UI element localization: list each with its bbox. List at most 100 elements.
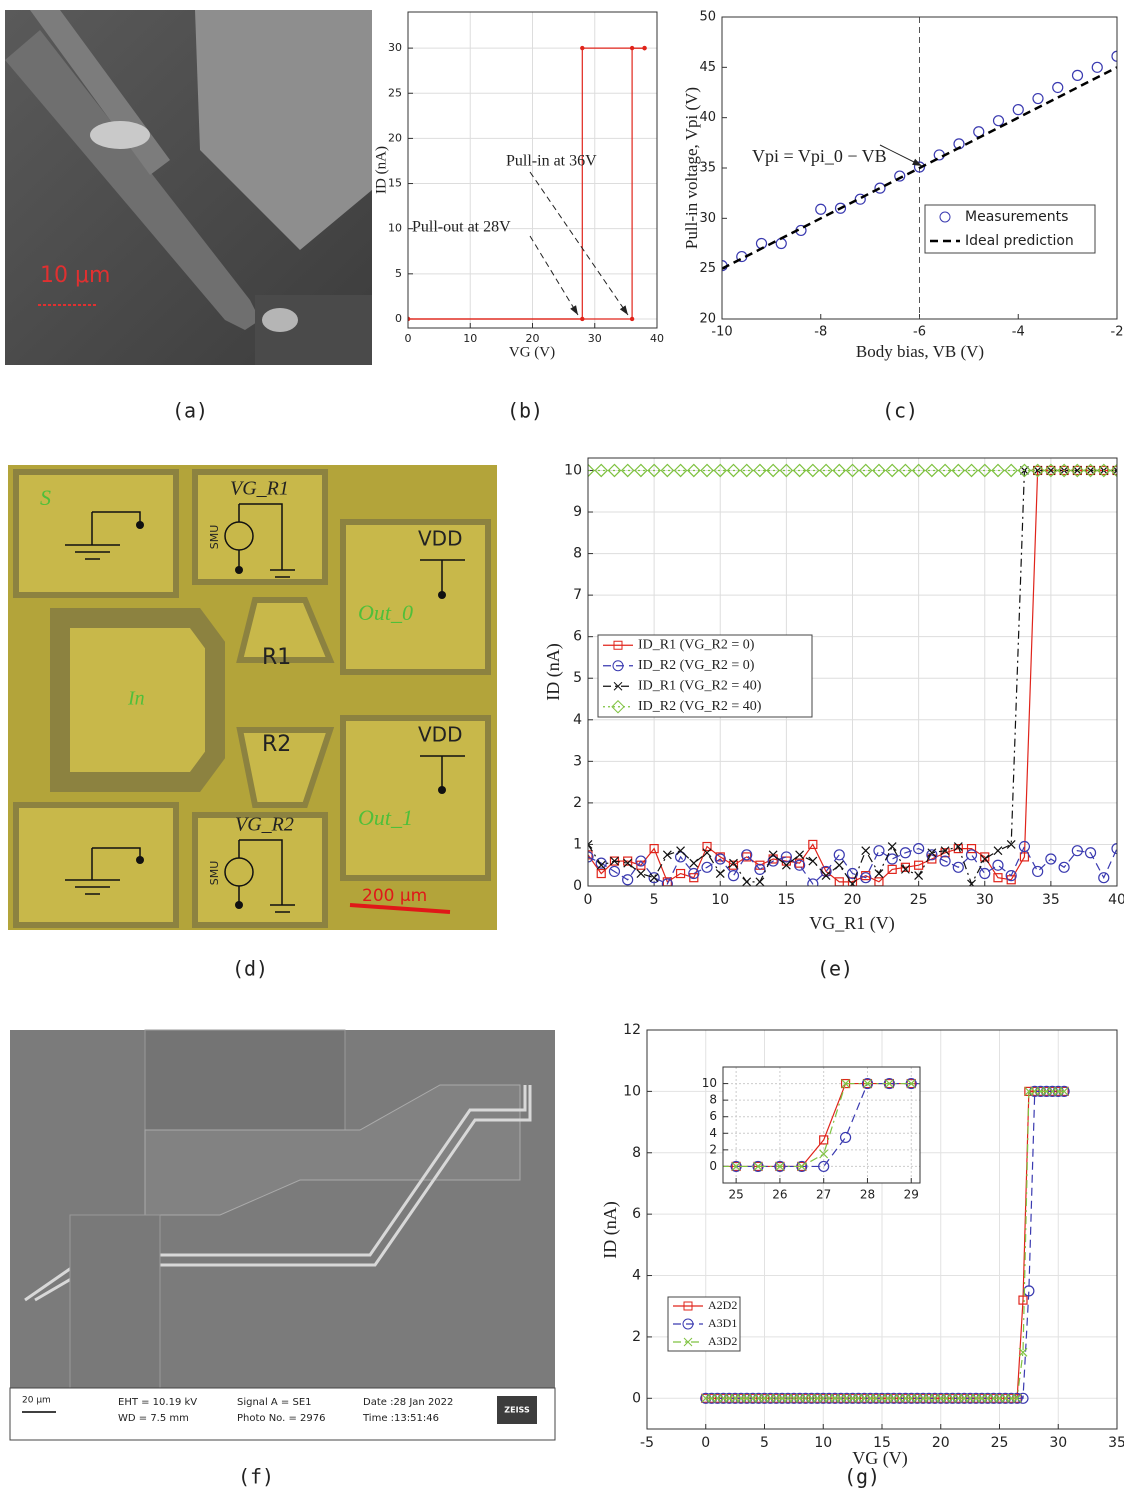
x-tick-label: 25 [728,1188,743,1202]
y-tick-label: 0 [573,878,582,894]
x-axis-label: VG (V) [509,344,555,360]
marker [643,47,646,50]
panel-label: (a) [172,399,208,423]
legend-label: ID_R2 (VG_R2 = 40) [638,699,762,714]
legend-label: A3D2 [708,1334,737,1348]
x-tick-label: 20 [844,892,862,908]
y-tick-label: 30 [699,211,716,226]
y-tick-label: 2 [632,1329,641,1345]
x-tick-label: 0 [701,1435,710,1451]
marker [601,1162,609,1170]
y-tick-label: 30 [388,41,402,54]
y-tick-label: 15 [388,177,402,190]
x-axis-label: Body bias, VB (V) [856,342,984,361]
y-tick-label: 8 [573,546,582,562]
annotation: Pull-out at 28V [412,219,511,236]
annotation: Pull-in at 36V [506,153,597,170]
x-tick-label: 25 [910,892,928,908]
y-axis-label: ID (nA) [543,643,564,700]
x-tick-label: 15 [777,892,795,908]
y-tick-label: 0 [632,1390,641,1406]
x-tick-label: -5 [640,1435,654,1451]
legend-label: Ideal prediction [965,233,1074,249]
y-tick-label: 6 [632,1206,641,1222]
label-vdd: VDD [418,527,462,551]
x-tick-label: 26 [772,1188,787,1202]
x-tick-label: -8 [814,325,827,340]
x-tick-label: 40 [650,332,664,345]
y-axis-label: Pull-in voltage, Vpi (V) [682,87,701,249]
label-smu: SMU [208,861,221,886]
y-tick-label: 5 [573,670,582,686]
signal: Signal A = SE1 [237,1397,312,1408]
marker [579,1162,587,1170]
marker [581,47,584,50]
x-tick-label: 10 [463,332,477,345]
x-tick-label: -6 [913,325,926,340]
x-tick-label: -2 [1111,325,1124,340]
x-tick-label: 30 [976,892,994,908]
marker [578,1161,588,1171]
photo-no: Photo No. = 2976 [237,1413,326,1424]
legend-label: A2D2 [708,1298,737,1312]
marker [581,317,584,320]
marker [623,1162,631,1170]
x-tick-label: 10 [814,1435,832,1451]
y-tick-label: 12 [623,1022,641,1038]
image-f: 20 μm EHT = 10.19 kV WD = 7.5 mm Signal … [10,1030,555,1440]
y-tick-label: 9 [573,504,582,520]
y-tick-label: 35 [699,161,716,176]
x-tick-label: 25 [991,1435,1009,1451]
y-tick-label: 2 [573,795,582,811]
x-tick-label: -4 [1012,325,1025,340]
x-tick-label: 0 [405,332,412,345]
annotation: Vpi = Vpi_0 − VB [752,146,887,166]
y-axis-label: ID (nA) [600,1201,621,1258]
x-tick-label: 20 [932,1435,950,1451]
x-tick-label: 30 [588,332,602,345]
x-tick-label: 10 [711,892,729,908]
label-out1: Out_1 [358,805,413,830]
y-tick-label: 4 [573,712,582,728]
label-smu: SMU [208,525,221,550]
label-in: In [127,688,145,710]
y-tick-label: 6 [573,629,582,645]
scale-bar: 200 μm [362,886,427,906]
marker [601,1162,609,1170]
date: Date :28 Jan 2022 [363,1397,453,1408]
legend-label: ID_R2 (VG_R2 = 0) [638,658,755,673]
y-tick-label: 10 [388,222,402,235]
marker [622,1161,632,1171]
marker [631,317,634,320]
time: Time :13:51:46 [362,1413,439,1424]
y-tick-label: 7 [573,587,582,603]
marker [557,1162,565,1170]
x-tick-label: 40 [1108,892,1124,908]
y-tick-label: 6 [709,1109,717,1123]
panel-label: (b) [507,399,543,423]
x-tick-label: 20 [526,332,540,345]
label-vg-r2: VG_R2 [235,814,294,836]
brand: ZEISS [504,1406,530,1415]
panel-label: (f) [238,1465,274,1489]
x-tick-label: 5 [760,1435,769,1451]
legend-label: Measurements [965,209,1068,225]
scale-bar: 20 μm [22,1396,51,1406]
y-tick-label: 0 [395,312,402,325]
x-tick-label: 0 [584,892,593,908]
marker [623,1162,631,1170]
x-tick-label: 30 [1049,1435,1067,1451]
y-tick-label: 10 [702,1076,717,1090]
y-tick-label: 2 [709,1142,717,1156]
y-tick-label: 8 [632,1145,641,1161]
figure: 10 μm S VG_R1 SMU VDD Out_0 In R1 R2 VDD… [0,0,1124,1494]
x-axis-label: VG_R1 (V) [809,913,895,934]
x-tick-label: 28 [860,1188,875,1202]
marker [600,1161,610,1171]
label-r1: R1 [262,645,291,670]
y-tick-label: 4 [709,1126,717,1140]
x-tick-label: -10 [711,325,732,340]
panel-label: (e) [817,957,853,981]
y-tick-label: 0 [709,1159,717,1173]
legend-label: ID_R1 (VG_R2 = 0) [638,637,755,652]
